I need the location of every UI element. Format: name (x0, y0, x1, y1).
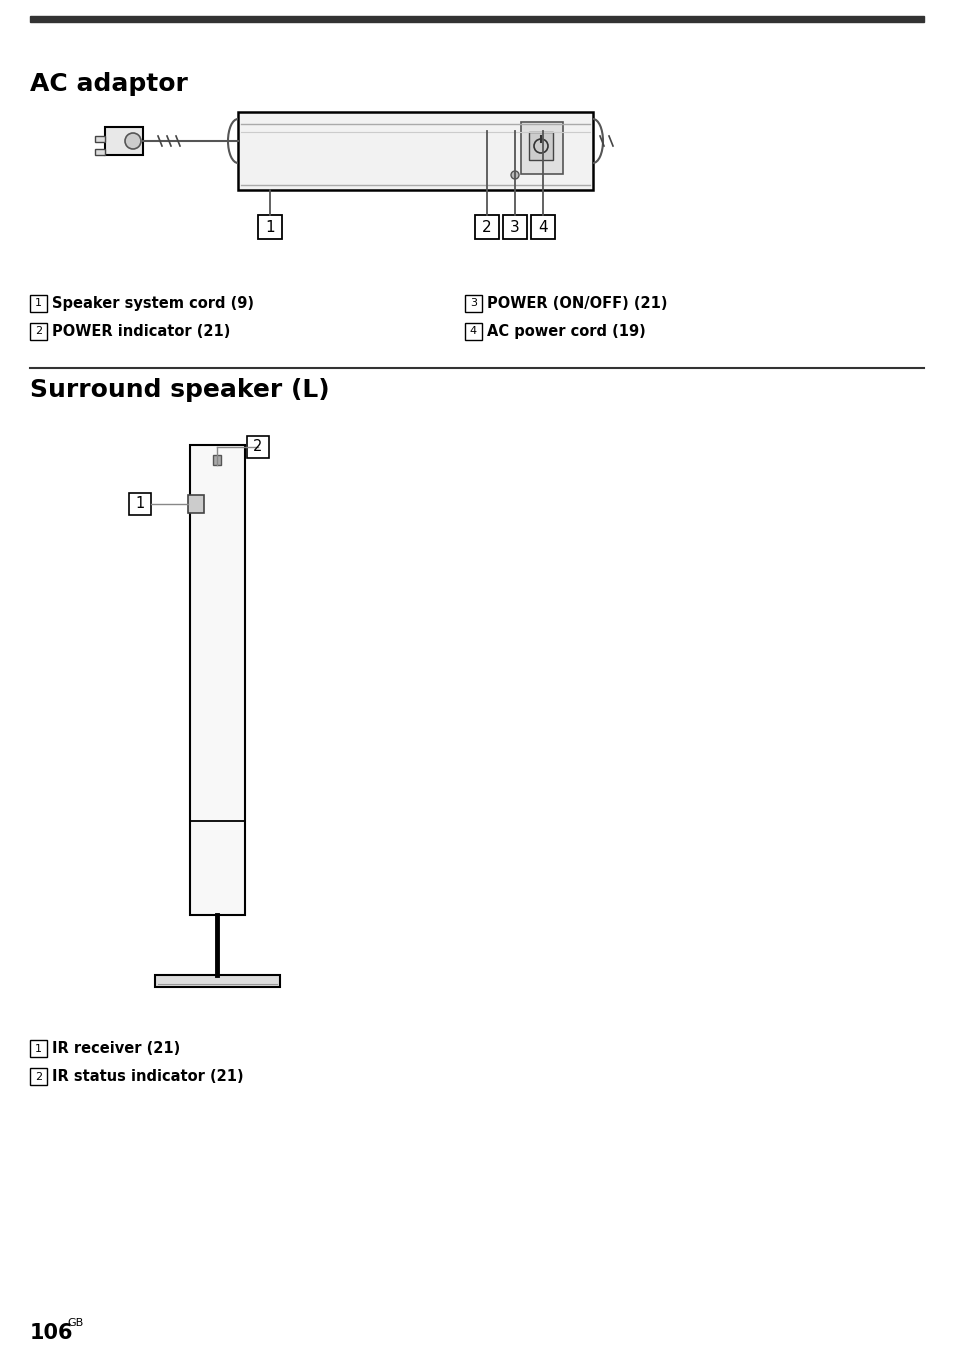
Text: 4: 4 (537, 219, 547, 234)
Bar (257, 215, 282, 239)
Text: Surround speaker (L): Surround speaker (L) (30, 379, 330, 402)
Text: 1: 1 (35, 299, 42, 308)
Bar (30, 1040, 47, 1057)
Bar (529, 132, 553, 160)
Bar (188, 495, 204, 512)
Text: 3: 3 (510, 219, 519, 234)
Bar (30, 16, 923, 22)
Bar (129, 493, 151, 515)
Bar (30, 323, 47, 339)
Bar (237, 112, 593, 191)
Text: 1: 1 (135, 496, 145, 511)
Text: Speaker system cord (9): Speaker system cord (9) (52, 296, 253, 311)
Text: 1: 1 (265, 219, 274, 234)
Text: 4: 4 (470, 326, 476, 337)
Bar (105, 127, 143, 155)
Text: 3: 3 (470, 299, 476, 308)
Bar (30, 1068, 47, 1086)
Bar (190, 445, 245, 915)
Bar (213, 456, 221, 465)
Circle shape (511, 170, 518, 178)
Text: AC adaptor: AC adaptor (30, 72, 188, 96)
Bar (247, 435, 269, 458)
Text: 1: 1 (35, 1044, 42, 1053)
Text: 106: 106 (30, 1324, 73, 1343)
Bar (502, 215, 526, 239)
Bar (154, 975, 280, 987)
Circle shape (125, 132, 141, 149)
Bar (95, 149, 105, 155)
Bar (30, 295, 47, 312)
Text: IR receiver (21): IR receiver (21) (52, 1041, 180, 1056)
Bar (95, 137, 105, 142)
Text: 2: 2 (35, 326, 42, 337)
Bar (520, 122, 562, 174)
Bar (464, 295, 481, 312)
Text: POWER (ON/OFF) (21): POWER (ON/OFF) (21) (486, 296, 667, 311)
Bar (475, 215, 498, 239)
Text: 2: 2 (35, 1072, 42, 1082)
Text: POWER indicator (21): POWER indicator (21) (52, 324, 230, 339)
Bar (464, 323, 481, 339)
Text: AC power cord (19): AC power cord (19) (486, 324, 645, 339)
Text: IR status indicator (21): IR status indicator (21) (52, 1069, 243, 1084)
Text: 2: 2 (481, 219, 492, 234)
Text: GB: GB (67, 1318, 83, 1328)
Text: 2: 2 (253, 439, 262, 454)
Bar (531, 215, 555, 239)
